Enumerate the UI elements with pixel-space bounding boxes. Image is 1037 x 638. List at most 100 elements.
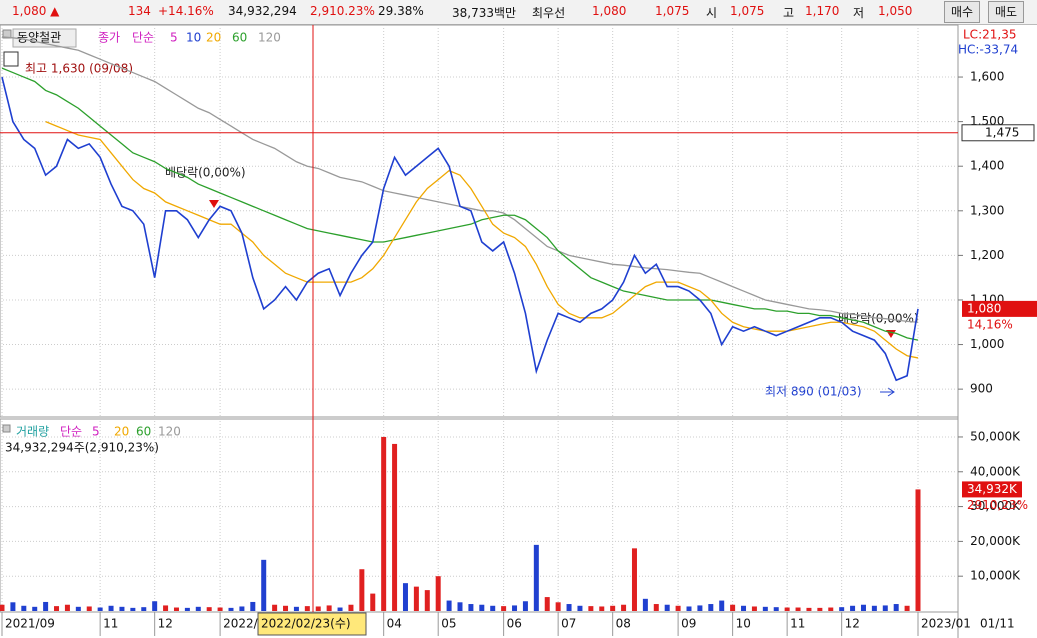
volume-bar <box>21 605 27 611</box>
volume-bar <box>490 605 496 611</box>
legend-entry: 20 <box>114 425 129 439</box>
legend-entry: 5 <box>92 425 100 439</box>
volume-bar <box>773 607 779 611</box>
last-price-box <box>962 300 1037 317</box>
x-tick-label: 12 <box>845 617 860 631</box>
price-line <box>45 121 919 359</box>
crosshair-date-box <box>257 612 367 636</box>
volume-bar <box>468 604 474 611</box>
volume-bar <box>43 601 49 611</box>
volume-bar <box>457 602 463 611</box>
dividend-arrow <box>209 200 219 208</box>
change: 134 <box>128 4 151 18</box>
volume-rate: 2,910.23% <box>310 4 375 18</box>
volume-bar <box>828 607 834 611</box>
crosshair-price: 1,475 <box>985 125 1019 139</box>
volume-bar <box>501 606 507 611</box>
volume-bar <box>239 606 245 611</box>
volume-bar <box>566 604 572 611</box>
volume-bar <box>806 607 812 611</box>
low-label: 저 <box>853 6 865 20</box>
volume-bar <box>904 605 910 611</box>
volume-bar <box>217 607 223 611</box>
volume-bar <box>730 604 736 611</box>
legend-icon <box>2 424 11 433</box>
volume-bar <box>152 601 158 611</box>
x-tick-label: 04 <box>387 617 402 631</box>
volume-bar <box>708 604 714 611</box>
y-tick-label: 10,000K <box>970 569 1021 583</box>
amount: 38,733백만 <box>452 6 517 20</box>
open-label: 시 <box>706 6 718 20</box>
volume-info: 34,932,294주(2,910,23%) <box>5 441 159 455</box>
low: 1,050 <box>878 4 913 18</box>
axis-corner-date: 01/11 <box>980 617 1015 631</box>
volume-bar <box>381 436 387 611</box>
volume-bar <box>173 607 179 611</box>
price-line <box>1 67 919 341</box>
volume-bar <box>392 443 398 611</box>
volume-bar <box>64 604 70 611</box>
x-tick-label: 11 <box>790 617 805 631</box>
volume-bar <box>272 604 278 611</box>
volume-bar <box>10 602 16 611</box>
turnover: 29.38% <box>378 4 424 18</box>
y-tick-label: 1,600 <box>970 70 1004 84</box>
volume-bar <box>719 600 725 611</box>
x-tick-label: 07 <box>561 617 576 631</box>
x-tick-label: 05 <box>441 617 456 631</box>
volume-bar <box>577 605 583 611</box>
x-tick-label: 2021/09 <box>5 617 55 631</box>
volume-bar <box>795 607 801 611</box>
stock-name: 동양철관 <box>17 31 61 45</box>
volume-bar <box>75 606 81 611</box>
x-tick-label: 2023/01 <box>921 617 971 631</box>
last-change: 14,16% <box>967 317 1013 331</box>
volume-bar <box>250 601 256 611</box>
lc: LC:21,35 <box>963 28 1016 42</box>
x-tick-label: 09 <box>681 617 696 631</box>
high-label: 고 <box>783 6 795 20</box>
volume-panel <box>0 418 959 613</box>
volume-bar <box>555 602 561 611</box>
annotation: 최저 890 (01/03) <box>765 385 862 399</box>
volume: 34,932,294 <box>228 4 297 18</box>
volume-title: 거래량 <box>16 425 49 439</box>
last-volume-rate: 2910,23% <box>967 498 1028 512</box>
hc: HC:-33,74 <box>958 43 1018 57</box>
volume-bar <box>882 605 888 611</box>
volume-bar <box>283 605 289 611</box>
volume-bar <box>610 605 616 611</box>
volume-bar <box>402 583 408 611</box>
volume-bar <box>32 606 38 611</box>
y-tick-label: 1,300 <box>970 203 1004 217</box>
last-price: 1,080 <box>967 301 1001 315</box>
legend-icon <box>2 29 12 39</box>
volume-bar <box>599 606 605 611</box>
low-arrow <box>880 387 895 397</box>
best-ask: 1,080 <box>592 4 627 18</box>
chart: 동양철관 종가 단순 LC:21,35 HC:-33,74 최고 1,630 (… <box>0 24 1037 638</box>
crosshair-date: 2022/02/23(수) <box>261 617 351 631</box>
price: 1,080 ▲ <box>12 4 60 18</box>
volume-bar <box>817 607 823 611</box>
buy-button[interactable]: 매수 <box>944 1 981 23</box>
volume-bar <box>751 606 757 611</box>
volume-bar <box>315 606 321 611</box>
legend-entry: 10 <box>186 31 201 45</box>
legend-title: 종가 <box>98 31 120 45</box>
volume-bar <box>359 569 365 611</box>
crosshair-price-box <box>961 124 1035 142</box>
volume-bar <box>413 586 419 611</box>
volume-bar <box>675 605 681 611</box>
volume-bar <box>762 606 768 611</box>
y-tick-label: 1,000 <box>970 337 1004 351</box>
volume-bar <box>479 604 485 611</box>
volume-bar <box>206 607 212 611</box>
last-volume-box <box>962 481 1022 498</box>
x-tick-label: 08 <box>616 617 631 631</box>
price-line <box>1 76 919 382</box>
volume-bar <box>86 606 92 611</box>
sell-button[interactable]: 매도 <box>988 1 1025 23</box>
